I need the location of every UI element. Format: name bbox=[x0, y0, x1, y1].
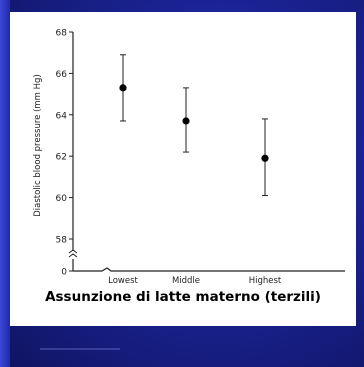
y-tick-label: 62 bbox=[56, 153, 67, 163]
x-axis-line bbox=[73, 267, 345, 272]
data-point bbox=[182, 117, 190, 125]
y-tick-label: 64 bbox=[56, 111, 68, 121]
data-point bbox=[119, 84, 127, 92]
data-point bbox=[261, 154, 269, 162]
y-tick-label: 66 bbox=[56, 70, 68, 80]
y-tick-label: 60 bbox=[56, 194, 68, 204]
x-tick-label: Highest bbox=[249, 276, 282, 286]
y-axis-break bbox=[68, 249, 78, 258]
chart-panel: 0 58 60 62 64 66 68 Diastolic blood pressure (m… bbox=[10, 12, 356, 326]
y-tick-label: 58 bbox=[56, 236, 68, 246]
y-tick-label: 0 bbox=[61, 268, 67, 278]
chart-svg: 0 58 60 62 64 66 68 Diastolic blood pressure (m… bbox=[33, 29, 345, 286]
slide-left-stripe bbox=[0, 0, 10, 367]
y-axis-title: Diastolic blood pressure (mm Hg) bbox=[33, 74, 43, 217]
x-tick-label: Middle bbox=[172, 276, 200, 286]
chart-caption: Assunzione di latte materno (terzili) bbox=[45, 289, 321, 305]
y-tick-label: 68 bbox=[56, 29, 68, 39]
footer-decoration bbox=[40, 348, 120, 350]
x-tick-label: Lowest bbox=[108, 276, 138, 286]
